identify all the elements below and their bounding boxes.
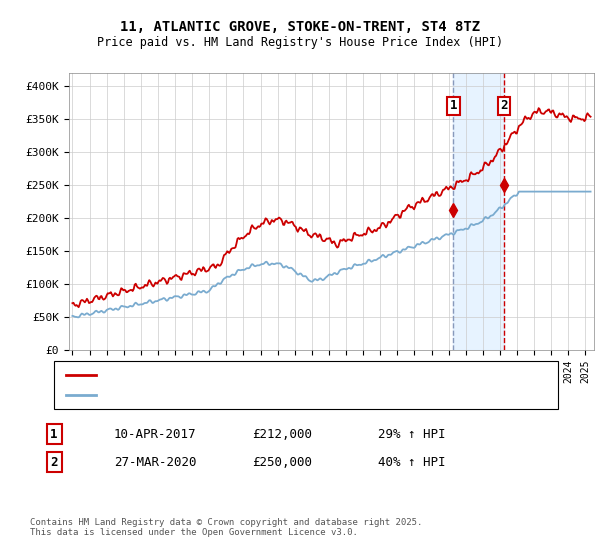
Text: 11, ATLANTIC GROVE, STOKE-ON-TRENT, ST4 8TZ: 11, ATLANTIC GROVE, STOKE-ON-TRENT, ST4 … bbox=[120, 20, 480, 34]
Text: 2: 2 bbox=[50, 455, 58, 469]
Text: £250,000: £250,000 bbox=[252, 455, 312, 469]
Text: £212,000: £212,000 bbox=[252, 427, 312, 441]
Text: 1: 1 bbox=[50, 427, 58, 441]
Text: 27-MAR-2020: 27-MAR-2020 bbox=[114, 455, 197, 469]
Text: HPI: Average price, detached house, Stoke-on-Trent: HPI: Average price, detached house, Stok… bbox=[102, 390, 415, 400]
Text: 29% ↑ HPI: 29% ↑ HPI bbox=[378, 427, 445, 441]
Text: 2: 2 bbox=[500, 99, 508, 113]
Text: 1: 1 bbox=[449, 99, 457, 113]
Text: 11, ATLANTIC GROVE, STOKE-ON-TRENT, ST4 8TZ (detached house): 11, ATLANTIC GROVE, STOKE-ON-TRENT, ST4 … bbox=[102, 370, 477, 380]
Bar bbox=[453, 73, 504, 350]
Text: Contains HM Land Registry data © Crown copyright and database right 2025.
This d: Contains HM Land Registry data © Crown c… bbox=[30, 518, 422, 538]
Text: Price paid vs. HM Land Registry's House Price Index (HPI): Price paid vs. HM Land Registry's House … bbox=[97, 36, 503, 49]
Text: 40% ↑ HPI: 40% ↑ HPI bbox=[378, 455, 445, 469]
Text: 10-APR-2017: 10-APR-2017 bbox=[114, 427, 197, 441]
